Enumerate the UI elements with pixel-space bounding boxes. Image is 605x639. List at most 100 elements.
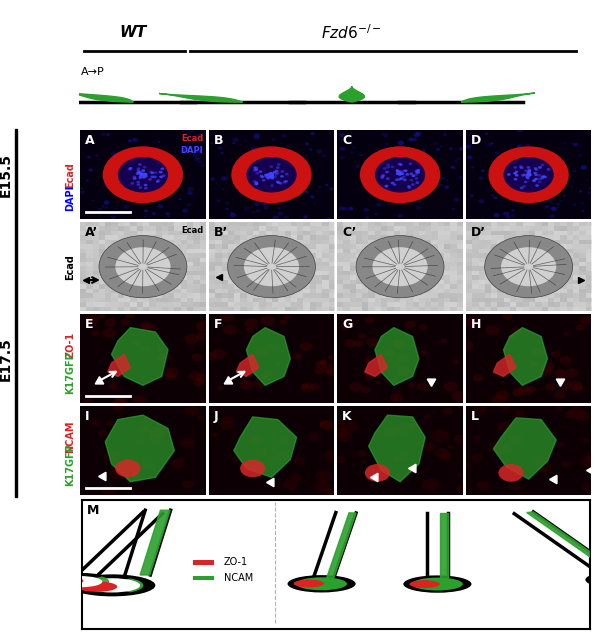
Circle shape <box>433 142 438 146</box>
Text: NCAM: NCAM <box>65 420 76 453</box>
Circle shape <box>137 167 140 170</box>
Circle shape <box>244 247 299 286</box>
Circle shape <box>420 350 428 355</box>
Circle shape <box>198 153 200 155</box>
Circle shape <box>310 132 315 135</box>
Circle shape <box>452 208 455 210</box>
Text: DAPI: DAPI <box>65 185 76 211</box>
Circle shape <box>399 172 402 174</box>
Circle shape <box>272 139 274 141</box>
Circle shape <box>492 395 506 405</box>
Circle shape <box>255 167 258 169</box>
Circle shape <box>342 207 348 211</box>
Circle shape <box>549 214 555 219</box>
Text: ZO-1: ZO-1 <box>65 332 76 358</box>
Circle shape <box>503 313 512 320</box>
Circle shape <box>270 166 273 168</box>
Polygon shape <box>339 86 364 102</box>
Circle shape <box>520 166 523 169</box>
Circle shape <box>551 207 557 212</box>
Circle shape <box>515 174 518 176</box>
Circle shape <box>395 146 399 149</box>
Circle shape <box>416 181 419 184</box>
Circle shape <box>83 399 93 406</box>
Circle shape <box>116 197 118 198</box>
Circle shape <box>143 174 147 176</box>
Circle shape <box>307 181 309 183</box>
Circle shape <box>77 581 117 592</box>
Circle shape <box>290 488 295 492</box>
Circle shape <box>195 212 197 213</box>
Circle shape <box>315 481 331 492</box>
Circle shape <box>522 174 525 176</box>
Circle shape <box>533 172 537 174</box>
Circle shape <box>396 173 399 175</box>
Circle shape <box>569 407 585 419</box>
Circle shape <box>519 165 523 168</box>
Circle shape <box>460 341 474 350</box>
Circle shape <box>491 194 494 197</box>
Circle shape <box>548 200 553 203</box>
Circle shape <box>526 173 530 176</box>
Circle shape <box>155 180 160 183</box>
Circle shape <box>69 574 155 596</box>
Circle shape <box>162 174 166 177</box>
Circle shape <box>139 174 143 176</box>
Polygon shape <box>237 354 259 376</box>
Circle shape <box>276 180 280 183</box>
Circle shape <box>381 174 385 177</box>
Circle shape <box>488 146 569 203</box>
Circle shape <box>366 338 379 347</box>
Circle shape <box>136 424 148 433</box>
Circle shape <box>526 177 530 180</box>
Circle shape <box>290 473 301 482</box>
Circle shape <box>127 455 140 464</box>
Circle shape <box>342 421 358 432</box>
Circle shape <box>528 171 531 174</box>
Circle shape <box>185 334 199 344</box>
Circle shape <box>376 203 382 206</box>
Circle shape <box>136 173 139 175</box>
Circle shape <box>101 133 106 136</box>
Circle shape <box>144 173 148 176</box>
Circle shape <box>339 133 345 137</box>
Circle shape <box>405 321 416 328</box>
Circle shape <box>386 177 390 180</box>
Circle shape <box>366 217 369 219</box>
Polygon shape <box>440 513 448 584</box>
Circle shape <box>137 436 147 443</box>
Circle shape <box>84 578 140 592</box>
Circle shape <box>494 213 500 217</box>
Circle shape <box>401 173 404 175</box>
Circle shape <box>178 198 182 200</box>
Circle shape <box>157 204 163 208</box>
Circle shape <box>360 154 362 156</box>
Circle shape <box>232 142 235 144</box>
Circle shape <box>504 360 518 371</box>
Circle shape <box>440 146 442 147</box>
Circle shape <box>493 196 497 199</box>
Circle shape <box>132 176 136 178</box>
Text: M: M <box>87 504 99 517</box>
Circle shape <box>280 170 284 173</box>
Circle shape <box>400 177 404 180</box>
Circle shape <box>325 184 329 186</box>
Circle shape <box>192 354 202 361</box>
Circle shape <box>144 216 146 218</box>
Circle shape <box>254 203 260 206</box>
Circle shape <box>138 432 145 436</box>
Text: I: I <box>85 410 90 423</box>
Circle shape <box>139 176 142 180</box>
Circle shape <box>407 185 411 188</box>
Circle shape <box>583 438 590 443</box>
Circle shape <box>271 176 275 179</box>
Circle shape <box>201 399 208 404</box>
Circle shape <box>413 138 417 141</box>
Circle shape <box>105 206 108 209</box>
Circle shape <box>266 177 270 180</box>
Circle shape <box>153 176 157 178</box>
Text: E: E <box>85 318 94 331</box>
Circle shape <box>580 316 592 325</box>
Circle shape <box>453 360 460 364</box>
Circle shape <box>253 169 257 172</box>
